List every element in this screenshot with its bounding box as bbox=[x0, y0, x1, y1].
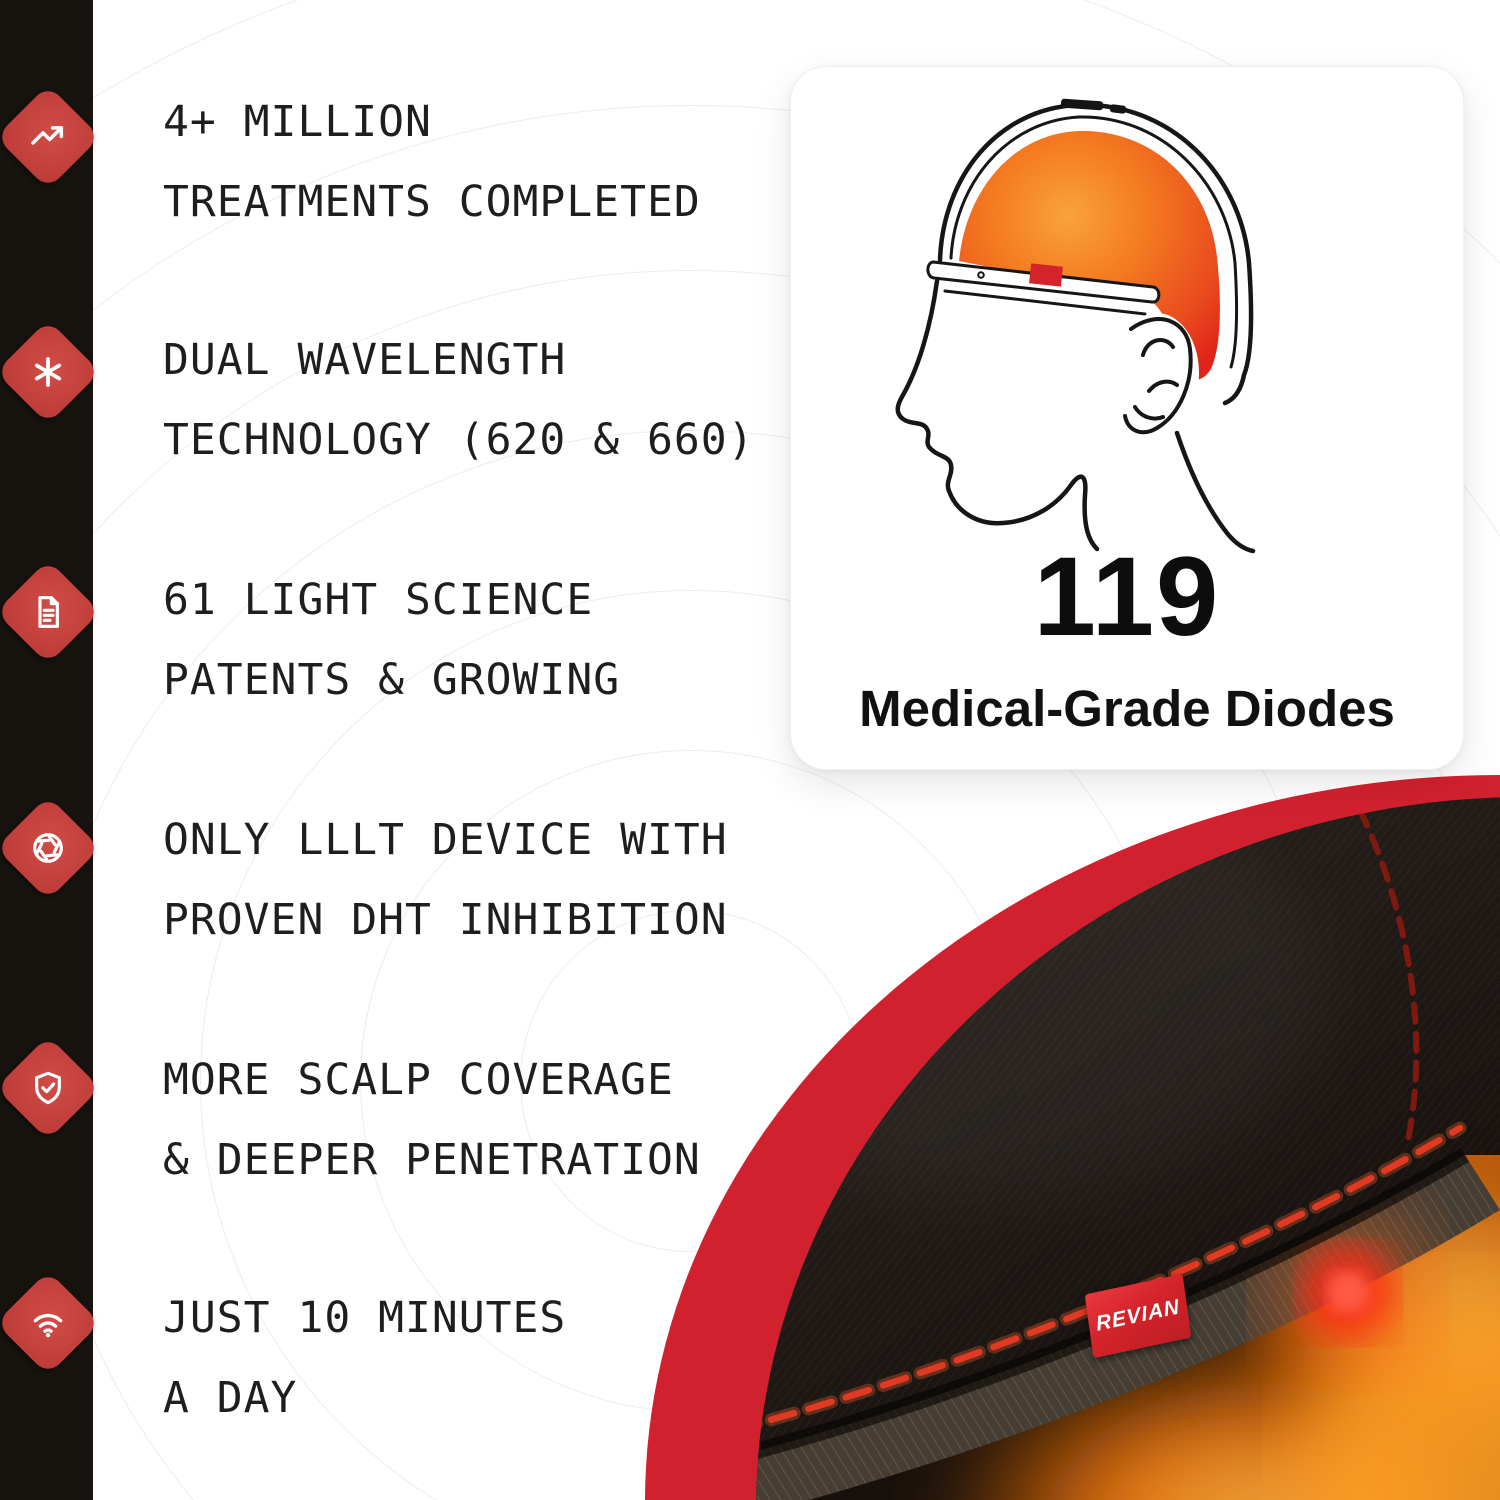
feature-item: MORE SCALP COVERAGE & DEEPER PENETRATION bbox=[163, 1040, 701, 1200]
feature-item: ONLY LLLT DEVICE WITH PROVEN DHT INHIBIT… bbox=[163, 800, 728, 960]
light-dome bbox=[959, 130, 1220, 380]
diode-count-label: Medical-Grade Diodes bbox=[859, 680, 1395, 737]
feature-line: PATENTS & GROWING bbox=[163, 655, 621, 705]
feature-line: TREATMENTS COMPLETED bbox=[163, 177, 701, 227]
red-stitching bbox=[756, 1124, 1464, 1462]
feature-icon-badge bbox=[0, 1270, 101, 1376]
feature-item: 61 LIGHT SCIENCE PATENTS & GROWING bbox=[163, 560, 620, 720]
feature-line: ONLY LLLT DEVICE WITH bbox=[163, 815, 728, 865]
feature-line: & DEEPER PENETRATION bbox=[163, 1135, 701, 1185]
feature-line: 4+ MILLION bbox=[163, 97, 432, 147]
ear bbox=[1123, 317, 1193, 435]
brim-red-module bbox=[1029, 263, 1063, 287]
brand-tag-label: REVIAN bbox=[1094, 1295, 1182, 1336]
feature-line: MORE SCALP COVERAGE bbox=[163, 1055, 674, 1105]
feature-line: JUST 10 MINUTES bbox=[163, 1293, 567, 1343]
wifi-icon bbox=[33, 1313, 63, 1338]
feature-icon-badge bbox=[0, 84, 101, 190]
head-helmet-illustration bbox=[895, 98, 1256, 554]
feature-icon-badge bbox=[0, 319, 101, 425]
trending-up-icon bbox=[31, 126, 64, 145]
helmet-top-button bbox=[1060, 98, 1104, 111]
helmet-top-button bbox=[1109, 104, 1127, 114]
feature-line: DUAL WAVELENGTH bbox=[163, 335, 567, 385]
feature-icon-badge bbox=[0, 1035, 101, 1141]
red-stitching bbox=[1357, 807, 1420, 1143]
shield-check-icon bbox=[35, 1071, 61, 1105]
document-icon bbox=[38, 596, 59, 628]
stat-card: 119 Medical-Grade Diodes bbox=[790, 66, 1464, 770]
feature-item: JUST 10 MINUTES A DAY bbox=[163, 1278, 566, 1438]
feature-line: PROVEN DHT INHIBITION bbox=[163, 895, 728, 945]
helmet-shell bbox=[937, 102, 1254, 406]
face-profile bbox=[895, 278, 1256, 554]
feature-line: TECHNOLOGY (620 & 660) bbox=[163, 415, 755, 465]
asterisk-icon bbox=[34, 357, 62, 387]
diode-count: 119 bbox=[1033, 534, 1221, 659]
feature-icon-badge bbox=[0, 559, 101, 665]
feature-line: 61 LIGHT SCIENCE bbox=[163, 575, 594, 625]
ear-backdrop bbox=[1115, 313, 1199, 433]
feature-icon-badge bbox=[0, 795, 101, 901]
aperture-icon bbox=[33, 833, 63, 863]
feature-line: A DAY bbox=[163, 1373, 298, 1423]
product-photo bbox=[645, 775, 1500, 1500]
feature-item: DUAL WAVELENGTH TECHNOLOGY (620 & 660) bbox=[163, 320, 755, 480]
icon-sidebar bbox=[0, 0, 101, 1500]
feature-item: 4+ MILLION TREATMENTS COMPLETED bbox=[163, 82, 701, 242]
